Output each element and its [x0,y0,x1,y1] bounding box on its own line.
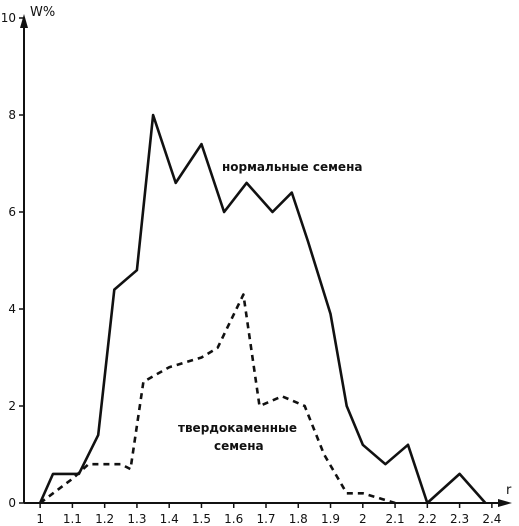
x-tick-label: 1.6 [224,512,243,526]
y-tick-label: 2 [8,399,16,413]
x-tick-label: 1.5 [192,512,211,526]
y-axis-label: W% [30,5,55,20]
x-axis-label: r [506,483,512,498]
x-tick-label: 2.4 [482,512,501,526]
y-tick-label: 6 [8,205,16,219]
ticks: 1 1.1 1.2 1.3 1.4 1.5 1.6 1.7 1.8 1.9 2 2.1 2.2 2.3 2.… [1,11,502,526]
y-tick-label: 8 [8,108,16,122]
x-tick-label: 2.1 [386,512,405,526]
series-label-normal: нормальные семена [222,160,362,174]
x-axis-arrow [498,499,512,507]
x-tick-label: 2 [359,512,367,526]
y-tick-label: 0 [8,496,16,510]
x-tick-label: 1 [36,512,44,526]
y-tick-label: 4 [8,302,16,316]
x-tick-label: 1.3 [127,512,146,526]
y-axis-arrow [20,14,28,28]
x-tick-label: 1.2 [95,512,114,526]
x-tick-label: 2.3 [450,512,469,526]
series-line-hard [39,293,396,505]
series-lines [38,113,487,505]
series-label-hard-part2: семена [214,439,264,453]
x-tick-label: 2.2 [418,512,437,526]
y-tick-label: 10 [1,11,16,25]
series-line-normal [38,113,487,505]
x-tick-label: 1.1 [63,512,82,526]
labels: W% r нормальные семена твердокаменные се… [30,5,512,498]
x-tick-label: 1.8 [289,512,308,526]
x-tick-label: 1.7 [256,512,275,526]
x-tick-label: 1.9 [321,512,340,526]
x-tick-label: 1.4 [160,512,179,526]
series-label-hard-part1: твердокаменные [178,421,297,435]
